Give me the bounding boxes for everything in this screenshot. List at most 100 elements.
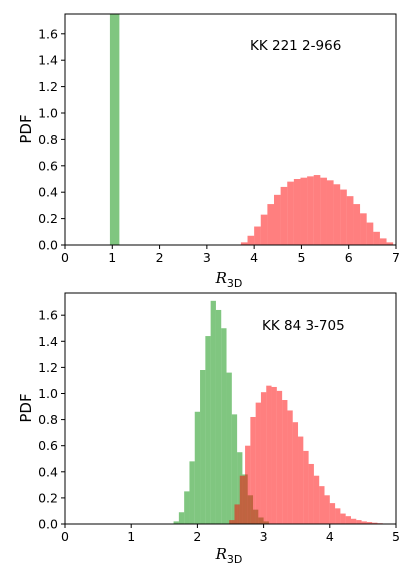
x-tick-label: 5 [392, 529, 400, 544]
x-tick-label: 4 [250, 250, 258, 265]
histogram-bar [226, 372, 232, 524]
histogram-bar [293, 179, 301, 245]
y-tick-label: 1.6 [38, 26, 58, 41]
top-panel-x-axis-symbol: R [215, 269, 227, 287]
top-panel-frame [64, 13, 397, 246]
histogram-bar [307, 176, 314, 245]
histogram-bar [379, 238, 387, 245]
histogram-bar [266, 385, 272, 524]
histogram-bar [366, 522, 373, 524]
top-panel-annotation: KK 221 2-966 [250, 38, 341, 54]
histogram-bar [260, 214, 268, 245]
y-tick-label: 1.0 [38, 386, 58, 401]
histogram-bar [194, 411, 201, 524]
bottom-panel: 0 1 2 3 4 5 0.0 0.2 0.4 0.6 0.8 1.0 1.2 1.4 1.6 KK 84… [17, 292, 400, 566]
y-tick-label: 0.2 [38, 490, 58, 505]
top-panel-y-axis-label: PDF [17, 114, 35, 143]
histogram-bar [372, 522, 378, 524]
histogram-bar [335, 508, 341, 524]
top-panel-x-axis-label: R3D [215, 269, 243, 290]
histogram-bar [247, 235, 255, 245]
bottom-panel-frame [64, 292, 397, 525]
x-tick-label: 5 [297, 250, 305, 265]
histogram-bar [324, 495, 330, 524]
top-panel-x-ticks: 0 1 2 3 4 5 6 7 [61, 245, 400, 265]
bottom-panel-x-axis-subscript: 3D [227, 553, 242, 566]
x-tick-label: 4 [326, 529, 334, 544]
histogram-bar [346, 196, 354, 245]
histogram-bar [178, 512, 185, 524]
histogram-bar [386, 242, 394, 245]
bottom-panel-y-ticks: 0.0 0.2 0.4 0.6 0.8 1.0 1.2 1.4 1.6 [38, 308, 65, 532]
histogram-bar [215, 309, 222, 524]
top-panel: 0 1 2 3 4 5 6 7 0.0 0.2 0.4 0.6 0.8 1.0 1.2 1.4 1.6 KK … [17, 13, 400, 290]
histogram-bar [300, 177, 308, 245]
histogram-bar [350, 518, 357, 524]
histogram-bar [340, 189, 347, 245]
histogram-bar [267, 204, 275, 245]
histogram-bar [109, 14, 120, 245]
y-tick-label: 1.4 [38, 53, 58, 68]
histogram-bar [319, 486, 325, 524]
histogram-bar [239, 475, 246, 524]
histogram-bar [298, 436, 304, 524]
histogram-bar [356, 520, 362, 524]
histogram-bar [333, 184, 341, 245]
histogram-bar [271, 386, 277, 524]
top-panel-bars [109, 14, 394, 245]
histogram-bar [205, 336, 211, 524]
histogram-bar [326, 180, 334, 245]
x-tick-label: 2 [193, 529, 201, 544]
histogram-bar [184, 491, 190, 524]
histogram-bar [320, 177, 327, 245]
histogram-bar [221, 328, 227, 524]
top-panel-y-ticks: 0.0 0.2 0.4 0.6 0.8 1.0 1.2 1.4 1.6 [38, 26, 65, 253]
y-tick-label: 0.0 [38, 517, 58, 532]
histogram-bar [234, 504, 240, 524]
bottom-panel-bars [173, 300, 389, 524]
y-tick-label: 0.4 [38, 185, 58, 200]
histogram-bar [274, 194, 281, 245]
top-panel-x-axis-subscript: 3D [227, 277, 242, 290]
y-tick-label: 1.2 [38, 79, 58, 94]
x-tick-label: 6 [345, 250, 353, 265]
y-tick-label: 1.0 [38, 106, 58, 121]
histogram-bar [245, 445, 251, 524]
histogram-bar [361, 521, 367, 524]
histogram-bar [189, 461, 195, 524]
y-tick-label: 1.2 [38, 360, 58, 375]
histogram-bar [200, 370, 206, 524]
histogram-bar [229, 520, 235, 524]
bottom-panel-x-axis-label: R3D [215, 545, 243, 566]
y-tick-label: 0.6 [38, 438, 58, 453]
histogram-bar [373, 231, 380, 245]
histogram-bar [308, 463, 314, 524]
y-tick-label: 1.6 [38, 308, 58, 323]
x-tick-label: 7 [392, 250, 400, 265]
y-tick-label: 0.0 [38, 238, 58, 253]
x-tick-label: 1 [127, 529, 135, 544]
histogram-bar [353, 204, 361, 245]
histogram-bar [366, 222, 374, 245]
histogram-bar [250, 416, 256, 524]
histogram-bar [210, 300, 216, 524]
histogram-bar [231, 414, 238, 524]
bottom-panel-x-axis-symbol: R [215, 545, 227, 563]
bottom-panel-y-axis-label: PDF [17, 393, 35, 422]
histogram-bar [360, 213, 367, 245]
x-tick-label: 1 [108, 250, 116, 265]
bottom-panel-annotation: KK 84 3-705 [262, 318, 345, 334]
histogram-bar [303, 450, 309, 524]
histogram-bar [345, 516, 351, 524]
y-tick-label: 0.4 [38, 464, 58, 479]
y-tick-label: 0.6 [38, 158, 58, 173]
histogram-bar [340, 513, 346, 524]
bottom-panel-x-ticks: 0 1 2 3 4 5 [61, 524, 400, 544]
y-tick-label: 0.8 [38, 412, 58, 427]
histogram-bar [313, 175, 321, 245]
x-tick-label: 0 [61, 529, 69, 544]
histogram-bar [313, 475, 320, 524]
histogram-bar [254, 226, 261, 245]
x-tick-label: 0 [61, 250, 69, 265]
